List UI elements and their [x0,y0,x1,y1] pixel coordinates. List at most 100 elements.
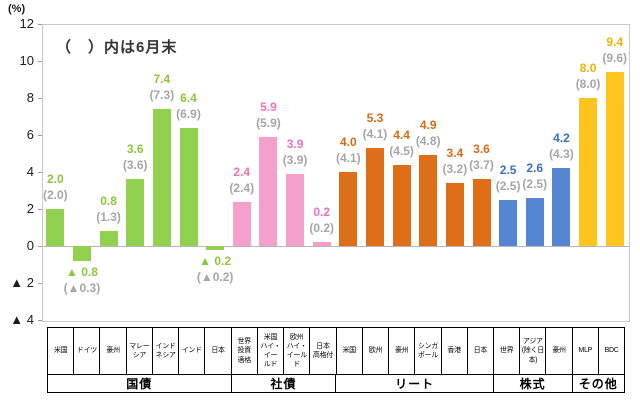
y-axis-tick-label: 0 [26,238,34,253]
chart-bar [365,147,384,246]
category-cell: 日本 [204,327,231,375]
y-axis-tick-mark [38,283,42,284]
bar-value-label: 4.4 [393,127,410,142]
bar-value-label: 7.4 [153,72,171,87]
category-cell-line: 豪州 [552,347,566,355]
bar-value-label: 3.6 [126,142,144,157]
category-cell: 豪州 [388,327,415,375]
bar-prev-value-label: (3.2) [442,162,468,177]
category-cell-line: ネシア [155,352,176,359]
bar-value-label: ▲ 0.2 [199,253,232,268]
bar-prev-value-label: (7.3) [149,88,175,103]
bar-prev-value-label: (▲0.2) [196,269,234,284]
bar-prev-value-label: (4.1) [335,151,361,165]
y-axis-tick-label: 12 [19,16,34,31]
bar-prev-value-label: (4.1) [362,126,388,141]
category-cell-line: 米国 [263,333,278,341]
category-cell-line: ルド [263,361,278,369]
chart-bar [472,179,491,246]
chart-bar [152,109,171,246]
chart-bar [179,127,198,246]
category-cell: BDC [597,327,625,375]
category-cell-line: 欧州 [368,347,383,355]
category-row: 米国 ドイツ 豪州 マレー シア インド ネシア インド 日本 世界 投資 適格 米国 ハイ・イー ルド 欧州… [47,327,625,375]
bar-prev-value-label: (3.6) [122,158,148,173]
bar-value-label: 8.0 [579,61,597,75]
y-axis-tick-mark [38,172,42,173]
bar-value-label: 9.4 [606,35,624,50]
category-cell-line: 日本 [211,347,225,355]
category-cell: MLP [571,327,598,375]
category-label-table: 米国 ドイツ 豪州 マレー シア インド ネシア インド 日本 世界 投資 適格 米国 ハイ・イー ルド 欧州… [47,327,625,393]
bar-prev-value-label: (2.5) [495,178,521,193]
category-cell-line: 米国 [342,347,356,355]
chart-bar [206,246,225,250]
bar-value-label: 4.2 [553,131,570,146]
bar-prev-value-label: (2.5) [522,176,548,191]
y-axis-tick-label: 8 [26,90,34,105]
category-cell-line: 豪州 [394,347,409,355]
category-cell-line: 高格付 [312,352,334,359]
bar-prev-value-label: (4.3) [549,147,574,162]
chart-bar [126,179,145,246]
category-cell: 米国 [47,327,74,375]
category-cell: アジア (除く日 本) [519,327,546,375]
category-cell-line: アジア [522,338,543,346]
category-cell-line: ポール [417,352,438,359]
chart-bar [605,72,624,246]
chart-bar [46,209,65,246]
chart-bar [99,231,118,246]
category-cell-line: マレー [129,342,150,350]
bar-value-label: 5.9 [260,99,277,114]
asset-group-cell: 株式 [492,375,572,393]
category-cell-line: BDC [604,347,619,355]
category-cell-line: 日本 [316,342,330,350]
category-cell-line: ハイ・イー [260,342,281,359]
category-cell: 日本 高格付 [309,327,336,375]
asset-group-cell: 社債 [230,375,336,393]
chart-bar [312,242,331,246]
bar-value-label: 5.3 [366,110,384,125]
asset-group-cell: その他 [571,375,624,393]
chart-bar [259,136,278,246]
bar-value-label: 2.5 [499,162,517,177]
y-axis-tick-label: 6 [26,127,34,142]
y-axis-tick-label: 4 [26,164,34,179]
category-cell: シンガ ポール [414,327,441,375]
chart-bar [286,173,305,246]
category-cell-line: インド [155,342,176,350]
bar-prev-value-label: (3.9) [282,152,308,167]
category-cell-line: 本) [528,356,538,364]
category-cell-line: 世界 [237,338,252,346]
chart-bar [72,246,91,261]
zero-baseline [42,246,630,247]
category-cell: 欧州 [361,327,389,375]
category-cell-line: 欧州 [290,333,304,341]
y-axis-tick-label: ▲ 2 [10,275,34,290]
bar-prev-value-label: (9.6) [602,51,628,66]
category-cell: インド [178,327,205,375]
category-cell-line: イールド [286,352,307,369]
category-cell-line: (除く日 [521,347,544,355]
bar-value-label: 3.9 [286,136,304,151]
category-cell: 世界 [492,327,520,375]
bar-value-label: 0.2 [313,205,331,220]
chart-bar [339,172,358,246]
category-cell-line: 投資 [237,347,252,355]
category-cell-line: 世界 [499,347,514,355]
y-axis-tick-mark [38,61,42,62]
bar-value-label: 2.0 [46,172,64,186]
y-axis-tick-mark [38,209,42,210]
category-cell-line: ハイ・ [286,342,307,350]
bar-value-label: 2.6 [526,160,544,175]
bar-prev-value-label: (2.0) [42,188,68,202]
y-axis-tick-mark [38,98,42,99]
chart-bar [552,168,571,246]
category-cell-line: MLP [578,347,593,355]
chart-note: （ ）内は6月末 [56,39,178,56]
y-axis-unit-label: (%) [8,3,26,15]
category-cell: 豪州 [545,327,572,375]
group-row: 国債 社債 リート 株式 その他 [47,375,625,393]
chart-bar [579,98,598,246]
chart-bar [499,199,518,246]
